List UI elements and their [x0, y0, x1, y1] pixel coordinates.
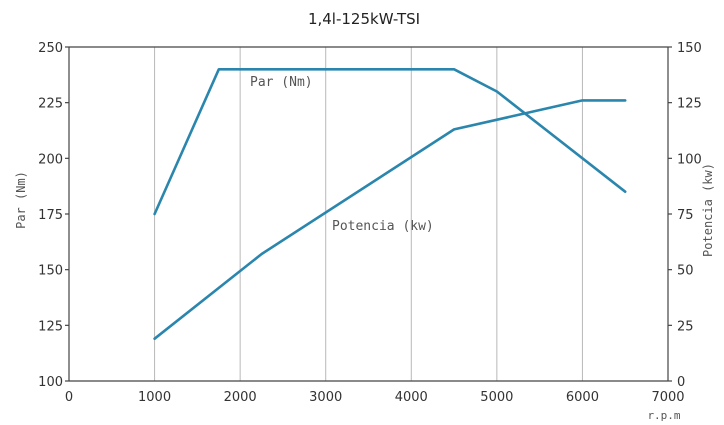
x-tick-label-4000: 4000	[395, 390, 428, 405]
y-right-tick-label-100: 100	[677, 152, 702, 167]
y-left-tick-label-125: 125	[38, 319, 63, 334]
x-tick-label-2000: 2000	[224, 390, 257, 405]
series-line-par	[153, 68, 627, 216]
x-tick-labels: 0 1000 2000 3000 4000 5000 6000 7000	[65, 390, 685, 405]
y-left-tick-label-225: 225	[38, 97, 63, 112]
y-right-tick-label-75: 75	[677, 208, 694, 223]
grid	[154, 47, 583, 381]
series-label-potencia: Potencia (kw)	[332, 219, 434, 234]
series-line-potencia	[153, 99, 627, 340]
y-right-axis-label: Potencia (kw)	[701, 163, 715, 257]
y-left-tick-labels: 100 125 150 175 200 225 250	[38, 41, 63, 390]
y-left-tick-label-175: 175	[38, 208, 63, 223]
y-left-axis-label: Par (Nm)	[14, 171, 28, 229]
y-right-tick-label-25: 25	[677, 319, 694, 334]
y-left-tick-label-250: 250	[38, 41, 63, 56]
x-tick-label-7000: 7000	[651, 390, 684, 405]
x-tick-label-3000: 3000	[309, 390, 342, 405]
y-right-tick-label-50: 50	[677, 264, 694, 279]
x-tick-label-5000: 5000	[480, 390, 513, 405]
x-tick-label-6000: 6000	[566, 390, 599, 405]
x-axis-unit-label: r.p.m	[647, 409, 680, 422]
y-right-tick-label-0: 0	[677, 375, 685, 390]
series-label-par: Par (Nm)	[250, 75, 313, 90]
y-left-tick-label-200: 200	[38, 152, 63, 167]
y-left-tick-label-100: 100	[38, 375, 63, 390]
x-tick-label-1000: 1000	[138, 390, 171, 405]
y-right-tick-labels: 0 25 50 75 100 125 150	[677, 41, 702, 390]
y-left-tick-label-150: 150	[38, 264, 63, 279]
y-right-tick-label-150: 150	[677, 41, 702, 56]
series	[153, 68, 627, 340]
axes	[65, 46, 672, 382]
x-tick-label-0: 0	[65, 390, 73, 405]
y-right-tick-label-125: 125	[677, 97, 702, 112]
chart-title: 1,4l-125kW-TSI	[308, 10, 420, 28]
